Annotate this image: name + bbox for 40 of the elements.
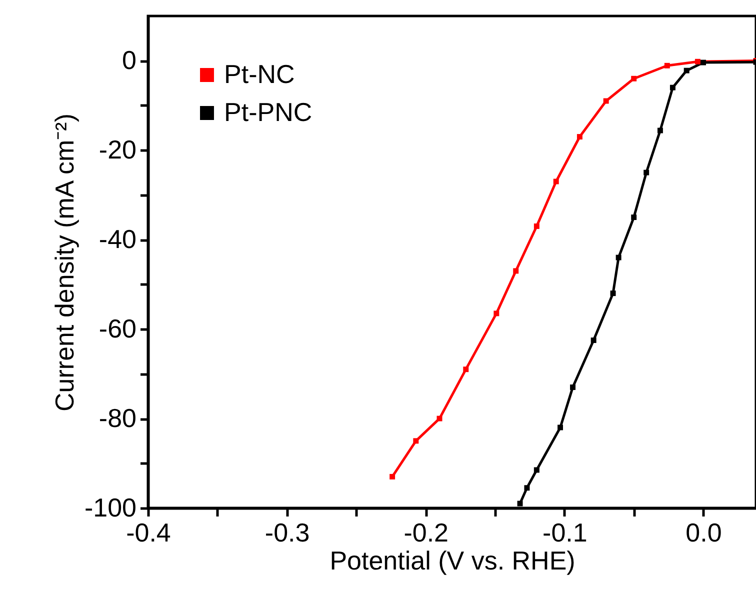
point <box>684 68 690 74</box>
point <box>644 170 650 176</box>
point <box>610 290 616 296</box>
point <box>616 254 622 260</box>
x-tick-label: -0.3 <box>264 518 310 548</box>
x-tick-label: -0.2 <box>404 518 449 548</box>
point <box>436 416 442 422</box>
y-tick-label: -20 <box>98 134 136 165</box>
point <box>603 98 609 104</box>
x-tick-label: 0.0 <box>686 518 722 548</box>
point <box>463 366 469 372</box>
y-tick-label: -60 <box>98 314 136 344</box>
point <box>694 58 700 64</box>
y-tick-label: -80 <box>98 403 136 434</box>
point <box>534 223 540 229</box>
y-tick-label: -40 <box>98 224 136 254</box>
point <box>590 338 596 344</box>
point <box>631 214 637 220</box>
point <box>664 62 670 68</box>
point <box>534 467 540 473</box>
point <box>553 178 559 184</box>
point <box>657 128 663 134</box>
point <box>670 84 676 90</box>
legend-label: Pt-PNC <box>224 97 312 127</box>
point <box>494 310 500 316</box>
point <box>390 474 396 480</box>
point <box>631 76 637 82</box>
legend-label: Pt-NC <box>224 59 295 89</box>
point <box>413 438 419 444</box>
y-axis-title: Current density (mA cm⁻²) <box>49 114 80 412</box>
point <box>524 485 530 491</box>
point <box>576 134 582 140</box>
point <box>517 500 523 506</box>
point <box>570 384 576 390</box>
x-axis-title: Potential (V vs. RHE) <box>330 546 576 576</box>
point <box>513 268 519 274</box>
point <box>700 60 706 66</box>
x-tick-label: -0.1 <box>542 518 588 548</box>
point <box>558 424 564 430</box>
y-tick-label: 0 <box>122 45 136 76</box>
